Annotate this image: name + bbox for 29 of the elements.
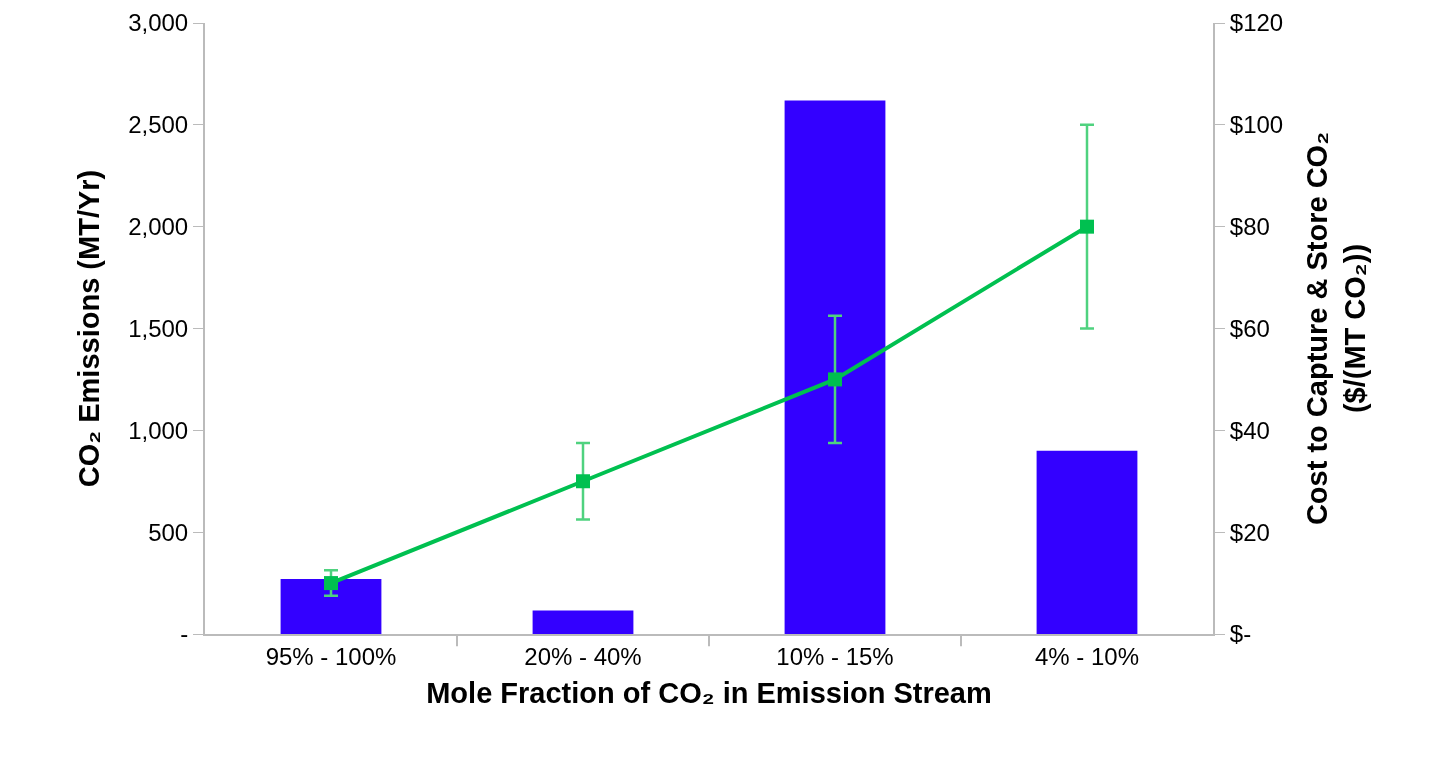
y2-tick-label: $80	[1229, 213, 1270, 241]
y2-axis-title: Cost to Capture & Store CO₂ ($/(MT CO₂))	[1301, 131, 1372, 526]
y-tick-label: -	[180, 620, 189, 648]
y2-tick-label: $-	[1229, 620, 1252, 648]
y2-tick-label: $40	[1229, 416, 1270, 444]
y-tick-label: 1,500	[128, 314, 189, 342]
bar	[784, 100, 886, 634]
point	[324, 576, 338, 591]
x-axis-title: Mole Fraction of CO₂ in Emission Stream	[426, 677, 992, 710]
y2-tick-label: $20	[1229, 518, 1270, 546]
y2-tick-label: $120	[1229, 9, 1284, 37]
point	[1080, 219, 1094, 234]
y-tick-label: 2,500	[128, 111, 189, 139]
y2-tick-label: $60	[1229, 314, 1270, 342]
point	[828, 372, 842, 387]
y-axis-title: CO₂ Emissions (MT/Yr)	[72, 169, 105, 488]
x-tick-label: 10% - 15%	[776, 642, 894, 670]
y2-tick-label: $100	[1229, 111, 1284, 139]
y-tick-label: 1,000	[128, 416, 189, 444]
y-tick-label: 500	[148, 518, 189, 546]
y-tick-label: 2,000	[128, 213, 189, 241]
bar	[532, 610, 634, 634]
x-tick-label: 20% - 40%	[524, 642, 642, 670]
y-tick-label: 3,000	[128, 9, 189, 37]
bar	[280, 579, 382, 634]
bar	[1036, 450, 1138, 634]
x-tick-label: 95% - 100%	[265, 642, 397, 670]
point	[576, 474, 590, 489]
x-tick-label: 4% - 10%	[1034, 642, 1140, 670]
